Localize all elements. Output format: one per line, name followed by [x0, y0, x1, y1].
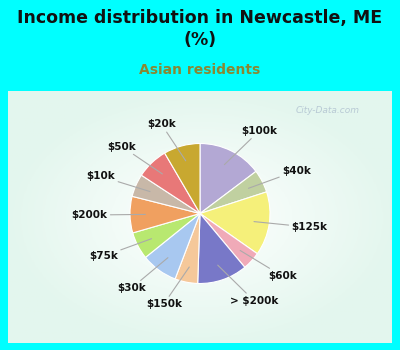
Wedge shape — [133, 214, 200, 257]
Wedge shape — [165, 144, 200, 214]
Wedge shape — [130, 196, 200, 233]
Text: $10k: $10k — [87, 172, 150, 191]
Text: $200k: $200k — [72, 210, 146, 220]
Text: City-Data.com: City-Data.com — [296, 106, 360, 115]
Wedge shape — [132, 175, 200, 214]
Text: > $200k: > $200k — [218, 265, 278, 306]
Text: $100k: $100k — [224, 126, 277, 164]
Wedge shape — [198, 214, 245, 284]
Text: $150k: $150k — [146, 267, 189, 309]
Wedge shape — [200, 214, 257, 267]
Text: $60k: $60k — [240, 251, 297, 281]
Text: $75k: $75k — [89, 239, 152, 261]
Wedge shape — [175, 214, 200, 284]
Text: $30k: $30k — [117, 258, 168, 293]
Wedge shape — [141, 153, 200, 214]
Text: Asian residents: Asian residents — [139, 63, 261, 77]
Wedge shape — [200, 144, 256, 214]
Text: $50k: $50k — [108, 141, 162, 174]
Text: $40k: $40k — [248, 166, 311, 188]
Text: $125k: $125k — [254, 222, 327, 232]
Wedge shape — [200, 192, 270, 254]
Wedge shape — [146, 214, 200, 279]
Wedge shape — [200, 172, 266, 214]
Text: $20k: $20k — [147, 119, 186, 161]
Text: Income distribution in Newcastle, ME
(%): Income distribution in Newcastle, ME (%) — [18, 9, 382, 49]
